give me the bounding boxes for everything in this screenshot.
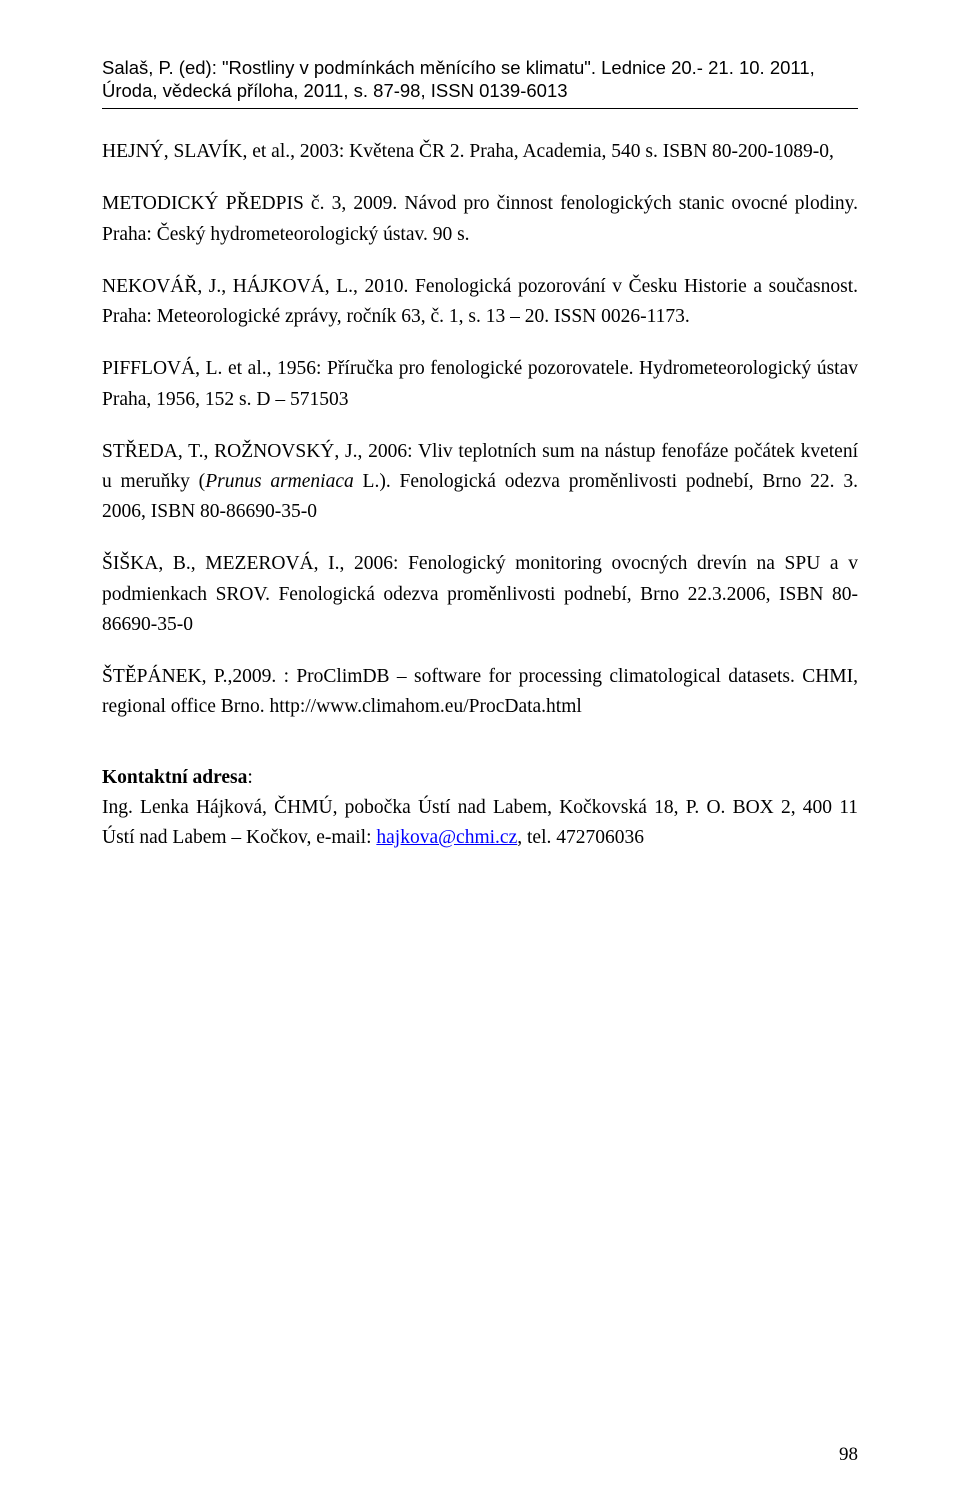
reference-2: METODICKÝ PŘEDPIS č. 3, 2009. Návod pro … <box>102 189 858 249</box>
contact-block: Kontaktní adresa: Ing. Lenka Hájková, ČH… <box>102 763 858 854</box>
contact-text-post: , tel. 472706036 <box>517 827 644 848</box>
page-container: Salaš, P. (ed): "Rostliny v podmínkách m… <box>0 0 960 1506</box>
reference-1: HEJNÝ, SLAVÍK, et al., 2003: Květena ČR … <box>102 137 858 167</box>
contact-heading: Kontaktní adresa <box>102 767 247 788</box>
contact-colon: : <box>247 767 252 788</box>
reference-3: NEKOVÁŘ, J., HÁJKOVÁ, L., 2010. Fenologi… <box>102 272 858 332</box>
reference-7: ŠTĚPÁNEK, P.,2009. : ProClimDB – softwar… <box>102 662 858 722</box>
contact-email-link[interactable]: hajkova@chmi.cz <box>376 827 517 848</box>
page-number: 98 <box>839 1444 858 1466</box>
running-header: Salaš, P. (ed): "Rostliny v podmínkách m… <box>102 56 858 102</box>
reference-4: PIFFLOVÁ, L. et al., 1956: Příručka pro … <box>102 354 858 414</box>
reference-6: ŠIŠKA, B., MEZEROVÁ, I., 2006: Fenologic… <box>102 549 858 640</box>
header-line-2: Úroda, vědecká příloha, 2011, s. 87-98, … <box>102 79 858 102</box>
reference-5: STŘEDA, T., ROŽNOVSKÝ, J., 2006: Vliv te… <box>102 437 858 528</box>
header-line-1: Salaš, P. (ed): "Rostliny v podmínkách m… <box>102 56 858 79</box>
species-name: Prunus armeniaca <box>205 471 354 492</box>
